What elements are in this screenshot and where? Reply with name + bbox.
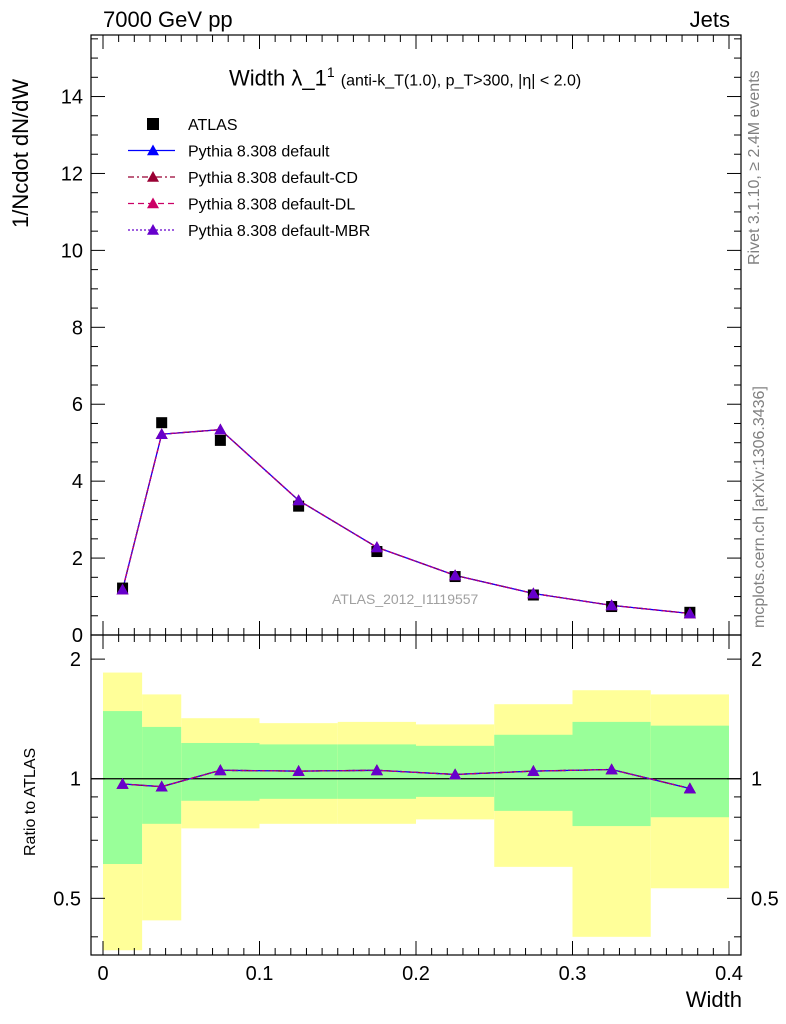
ratio-y-tick-label: 0.5 [53,888,81,910]
legend-label: Pythia 8.308 default-MBR [188,223,370,240]
ratio-series-marker [683,782,696,794]
main-y-tick-label: 2 [72,548,83,570]
header-energy-label: 7000 GeV pp [103,7,233,32]
main-plot-frame: 0 2 4 6 8 10 12 14 [61,34,742,647]
ratio-y-tick-label: 2 [70,649,81,671]
ratio-series-marker [527,765,540,776]
main-y-tick-label: 0 [72,625,83,647]
main-y-tick-label: 12 [61,163,83,185]
ratio-series-marker [116,777,129,789]
inner-band-bin [142,726,182,824]
main-series-marker [116,583,129,595]
ratio-series-marker [449,768,462,780]
ratio-series-marker [214,764,227,776]
ratio-series-marker [605,763,618,775]
legend-label: Pythia 8.308 default-CD [188,170,358,187]
ratio-x-tick-label: 0.2 [402,963,430,985]
ratio-y-tick-label: 1 [70,769,81,791]
analysis-id-label: ATLAS_2012_I1119557 [332,591,479,607]
ratio-plot-frame: 0 0.1 0.2 0.3 0.4 0.5 0.5 1 1 2 2 [53,634,779,985]
ratio-series-marker [155,780,168,792]
ratio-y-tick-label-right: 2 [751,649,762,671]
ratio-x-tick-label: 0.3 [559,963,587,985]
ratio-series-marker [292,765,305,776]
main-series-marker [214,423,227,435]
main-series-marker [292,494,305,506]
ratio-series-group [116,763,696,794]
main-series-marker [155,428,168,440]
main-series-marker [527,587,540,599]
atlas-data-point [156,417,168,429]
main-series-group [116,417,696,619]
inner-band-bin [650,725,729,818]
main-y-tick-label: 4 [72,471,83,493]
x-axis-label: Width [685,987,742,1012]
legend-marker [147,224,159,235]
ratio-uncertainty-bands [103,672,729,951]
main-y-tick-label: 10 [61,240,83,262]
ratio-series-marker [370,764,383,776]
main-series-line [121,428,690,615]
main-series-marker [605,599,618,611]
legend-marker [147,197,159,209]
legend-marker [147,171,159,182]
legend-label: Pythia 8.308 default [188,144,330,161]
atlas-data-point [293,500,305,512]
ratio-y-tick-label-right: 1 [751,769,762,791]
main-y-tick-label: 14 [61,87,83,109]
main-series-marker [449,569,462,581]
legend: ATLAS Pythia 8.308 default Pythia 8.308 de… [128,117,370,240]
legend-label: Pythia 8.308 default-DL [188,197,355,214]
ratio-y-tick-label-right: 0.5 [751,888,779,910]
main-series-line [121,428,690,615]
plot-title-sub: (anti-k_T(1.0), p_T>300, |η| < 2.0) [340,72,582,90]
atlas-data-point [214,434,226,446]
ratio-x-tick-label: 0 [97,963,108,985]
main-y-tick-label: 6 [72,394,83,416]
main-series-line [121,428,690,615]
legend-marker [147,144,159,156]
legend-label: ATLAS [188,117,238,134]
plot-title-main: Width λ_1 [229,65,327,91]
main-series-marker [370,541,383,553]
plot-title: Width λ_11 (anti-k_T(1.0), p_T>300, |η| … [229,64,581,91]
main-y-tick-label: 8 [72,317,83,339]
ratio-x-tick-label: 0.1 [246,963,274,985]
header-process-label: Jets [689,7,730,32]
ratio-x-tick-label: 0.4 [715,963,743,985]
plot-title-sup: 1 [326,64,335,80]
main-series-line [121,428,690,615]
main-series-marker [683,607,696,619]
legend-marker-atlas [147,118,159,130]
